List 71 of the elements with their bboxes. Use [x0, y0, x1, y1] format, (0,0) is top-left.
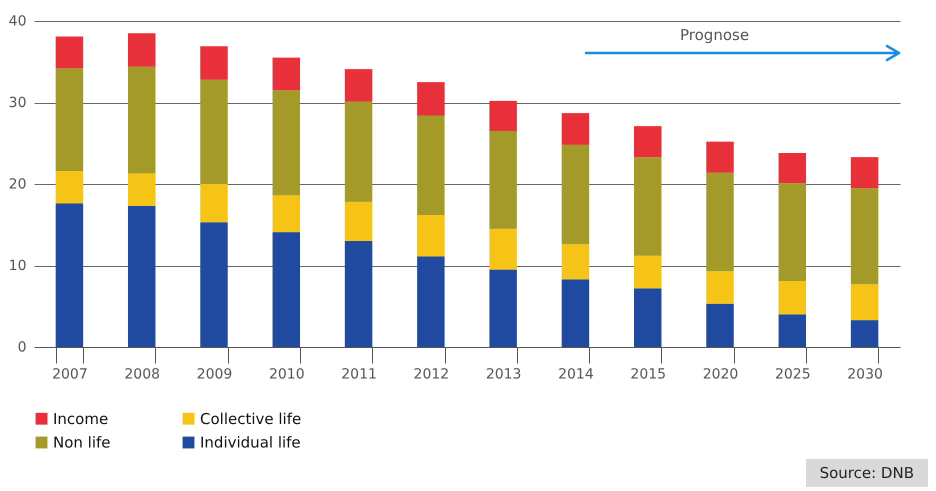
bar	[778, 314, 806, 347]
y-tick-label: 0	[18, 340, 26, 356]
legend-label: Non life	[53, 434, 111, 452]
bar	[850, 284, 878, 320]
bar	[562, 144, 590, 244]
bar	[706, 304, 734, 347]
bar	[706, 142, 734, 173]
bar	[634, 126, 662, 158]
bar	[562, 113, 590, 145]
x-tick-label: 2014	[558, 366, 594, 382]
x-tick-label: 2013	[486, 366, 522, 382]
bar	[489, 270, 517, 347]
bar	[344, 202, 372, 242]
x-tick-label: 2015	[630, 366, 666, 382]
bar	[489, 131, 517, 229]
legend-label: Income	[53, 410, 108, 428]
bar	[56, 170, 84, 204]
legend-label: Collective life	[200, 410, 302, 428]
x-tick-label: 2025	[774, 366, 811, 382]
bar	[272, 58, 300, 90]
bar	[344, 69, 372, 102]
bar	[200, 184, 228, 222]
bar	[634, 288, 662, 347]
x-tick-label: 2007	[52, 366, 88, 382]
bar	[128, 66, 156, 174]
bar	[489, 228, 517, 270]
x-tick-label: 2020	[702, 366, 738, 382]
bar	[562, 244, 590, 280]
bar	[128, 206, 156, 347]
x-tick-label: 2010	[268, 366, 305, 382]
bar	[200, 80, 228, 184]
bar	[200, 222, 228, 347]
bar	[128, 173, 156, 206]
bar	[850, 188, 878, 284]
bar	[634, 256, 662, 288]
y-tick-label: 30	[8, 95, 26, 111]
bar	[489, 100, 517, 132]
bar	[850, 320, 878, 347]
bar	[272, 195, 300, 232]
bar	[56, 68, 84, 171]
bar	[778, 183, 806, 281]
y-tick-label: 20	[8, 176, 26, 192]
y-tick-label: 40	[8, 14, 26, 30]
bar	[344, 102, 372, 202]
x-tick-label: 2011	[341, 366, 377, 382]
legend-label: Individual life	[200, 434, 301, 452]
x-tick-label: 2030	[847, 366, 883, 382]
bar	[417, 214, 445, 257]
bar	[417, 256, 445, 347]
bar	[417, 116, 445, 215]
bar	[417, 82, 445, 116]
bar	[634, 157, 662, 256]
bar	[56, 36, 84, 68]
x-tick-label: 2009	[196, 366, 232, 382]
source-note: Source: DNB	[806, 459, 928, 487]
y-tick-label: 10	[8, 258, 26, 274]
annotation: Prognose	[680, 26, 750, 44]
x-tick-label: 2012	[414, 366, 450, 382]
bar	[272, 90, 300, 196]
bar	[344, 241, 372, 347]
x-tick-label: 2008	[124, 366, 160, 382]
bar	[562, 279, 590, 347]
bar	[706, 172, 734, 272]
bar	[200, 46, 228, 80]
bar	[778, 280, 806, 314]
bar	[56, 204, 84, 347]
bar	[778, 153, 806, 184]
bar	[850, 157, 878, 188]
bar	[706, 271, 734, 304]
bar	[272, 232, 300, 347]
bar	[128, 33, 156, 67]
